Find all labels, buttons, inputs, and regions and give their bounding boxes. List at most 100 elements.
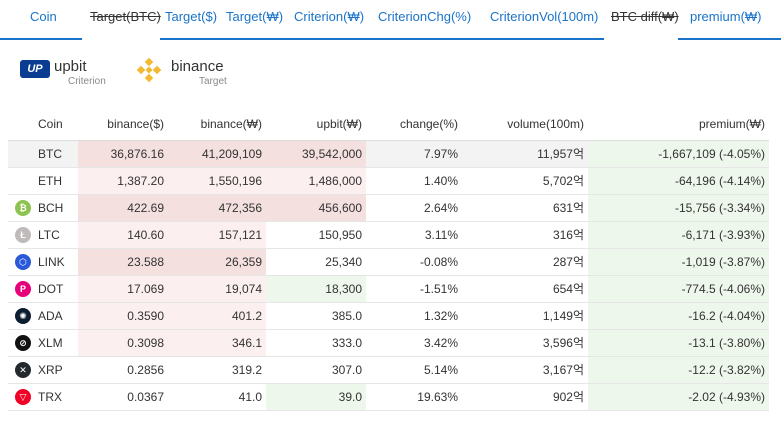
header-binance-usd[interactable]: binance($) [78, 109, 168, 141]
table-row[interactable]: ✕ XRP 0.2856 319.2 307.0 5.14% 3,167억 -12.2 (-3… [8, 356, 769, 384]
binance-krw-price: 41,209,109 [168, 140, 266, 168]
table-row[interactable]: BTC 36,876.16 41,209,109 39,542,000 7.97% 11,… [8, 140, 769, 168]
tab-criterion-krw[interactable]: Criterion(₩) [294, 9, 365, 24]
change-percent: 19.63% [366, 383, 462, 411]
upbit-krw-price: 18,300 [266, 275, 366, 303]
header-premium[interactable]: premium(₩) [588, 109, 769, 141]
table-row[interactable]: ⬡ LINK 23.588 26,359 25,340 -0.08% 287억 -1,019 … [8, 248, 769, 276]
binance-krw-price: 41.0 [168, 383, 266, 411]
coin-icon-cell: ⬡ [8, 248, 38, 276]
change-percent: 7.97% [366, 140, 462, 168]
binance-usd-price: 0.3098 [78, 329, 168, 357]
tab-target-usd[interactable]: Target($) [165, 9, 218, 24]
coin-symbol: ETH [38, 167, 78, 195]
volume-value: 631억 [462, 194, 588, 222]
header-volume[interactable]: volume(100m) [462, 109, 588, 141]
tab-target-krw[interactable]: Target(₩) [226, 9, 284, 24]
coin-logo-icon: ⬡ [15, 253, 31, 270]
upbit-krw-price: 150,950 [266, 221, 366, 249]
tab-coin[interactable]: Coin [30, 9, 57, 24]
binance-krw-price: 346.1 [168, 329, 266, 357]
tab-target-btc[interactable]: Target(BTC) [90, 9, 161, 24]
header-coin[interactable]: Coin [38, 109, 78, 141]
coin-symbol: DOT [38, 275, 78, 303]
column-tabs: Coin Target(BTC) Target($) Target(₩) Cri… [0, 0, 781, 40]
coin-icon-cell: P [8, 275, 38, 303]
volume-value: 5,702억 [462, 167, 588, 195]
coin-icon-cell [8, 140, 38, 168]
coin-logo-icon: ⊘ [15, 334, 31, 351]
coin-icon-cell: ₿ [8, 194, 38, 222]
header-upbit-krw[interactable]: upbit(₩) [266, 109, 366, 141]
coin-icon-cell: ⊘ [8, 329, 38, 357]
table-row[interactable]: ▽ TRX 0.0367 41.0 39.0 19.63% 902억 -2.02 (-4.93… [8, 383, 769, 411]
volume-value: 316억 [462, 221, 588, 249]
binance-usd-price: 422.69 [78, 194, 168, 222]
coin-symbol: TRX [38, 383, 78, 411]
coin-icon-cell: ▽ [8, 383, 38, 411]
upbit-krw-price: 25,340 [266, 248, 366, 276]
table-row[interactable]: ✺ ADA 0.3590 401.2 385.0 1.32% 1,149억 -16.2 (-4… [8, 302, 769, 330]
change-percent: 3.11% [366, 221, 462, 249]
volume-value: 902억 [462, 383, 588, 411]
coin-icon-cell [8, 167, 38, 195]
premium-value: -15,756 (-3.34%) [588, 194, 769, 222]
table-row[interactable]: ⊘ XLM 0.3098 346.1 333.0 3.42% 3,596억 -13.1 (-3… [8, 329, 769, 357]
price-table: Coin binance($) binance(₩) upbit(₩) chan… [8, 109, 769, 411]
table-row[interactable]: ₿ BCH 422.69 472,356 456,600 2.64% 631억 -15,756… [8, 194, 769, 222]
binance-logo-icon [136, 57, 162, 83]
binance-usd-price: 17.069 [78, 275, 168, 303]
coin-symbol: BTC [38, 140, 78, 168]
premium-value: -64,196 (-4.14%) [588, 167, 769, 195]
coin-logo-icon: ✺ [15, 307, 31, 324]
upbit-krw-price: 456,600 [266, 194, 366, 222]
table-row[interactable]: P DOT 17.069 19,074 18,300 -1.51% 654억 -774.5 (… [8, 275, 769, 303]
premium-value: -12.2 (-3.82%) [588, 356, 769, 384]
upbit-role: Criterion [68, 76, 106, 87]
coin-symbol: LTC [38, 221, 78, 249]
binance-krw-price: 157,121 [168, 221, 266, 249]
coin-symbol: ADA [38, 302, 78, 330]
premium-value: -2.02 (-4.93%) [588, 383, 769, 411]
header-change[interactable]: change(%) [366, 109, 462, 141]
table-header-row: Coin binance($) binance(₩) upbit(₩) chan… [8, 109, 769, 141]
coin-logo-icon: P [15, 280, 31, 297]
tab-btc-diff[interactable]: BTC diff(₩) [611, 9, 679, 24]
volume-value: 654억 [462, 275, 588, 303]
premium-value: -6,171 (-3.93%) [588, 221, 769, 249]
coin-logo-icon: Ł [15, 226, 31, 243]
upbit-krw-price: 1,486,000 [266, 167, 366, 195]
exchange-binance[interactable]: binance Target [135, 54, 245, 94]
coin-symbol: LINK [38, 248, 78, 276]
tab-premium[interactable]: premium(₩) [690, 9, 762, 24]
binance-krw-price: 319.2 [168, 356, 266, 384]
binance-usd-price: 23.588 [78, 248, 168, 276]
upbit-krw-price: 385.0 [266, 302, 366, 330]
tab-gap-btc-diff [604, 38, 678, 40]
change-percent: 1.32% [366, 302, 462, 330]
tab-underline [0, 38, 781, 40]
tab-criterion-vol[interactable]: CriterionVol(100m) [490, 9, 599, 24]
volume-value: 287억 [462, 248, 588, 276]
binance-krw-price: 26,359 [168, 248, 266, 276]
table-row[interactable]: Ł LTC 140.60 157,121 150,950 3.11% 316억 -6,171 … [8, 221, 769, 249]
premium-value: -1,019 (-3.87%) [588, 248, 769, 276]
change-percent: 5.14% [366, 356, 462, 384]
table-row[interactable]: ETH 1,387.20 1,550,196 1,486,000 1.40% 5,702억… [8, 167, 769, 195]
coin-icon-cell: ✕ [8, 356, 38, 384]
volume-value: 3,167억 [462, 356, 588, 384]
upbit-krw-price: 39.0 [266, 383, 366, 411]
binance-name: binance [171, 58, 224, 75]
coin-logo-icon: ▽ [15, 388, 31, 405]
change-percent: 2.64% [366, 194, 462, 222]
coin-icon-cell: Ł [8, 221, 38, 249]
tab-criterion-chg[interactable]: CriterionChg(%) [378, 9, 472, 24]
upbit-name: upbit [54, 58, 87, 75]
change-percent: -1.51% [366, 275, 462, 303]
header-binance-krw[interactable]: binance(₩) [168, 109, 266, 141]
upbit-krw-price: 307.0 [266, 356, 366, 384]
binance-usd-price: 0.0367 [78, 383, 168, 411]
premium-value: -774.5 (-4.06%) [588, 275, 769, 303]
binance-krw-price: 1,550,196 [168, 167, 266, 195]
exchange-upbit[interactable]: UP upbit Criterion [18, 54, 128, 94]
